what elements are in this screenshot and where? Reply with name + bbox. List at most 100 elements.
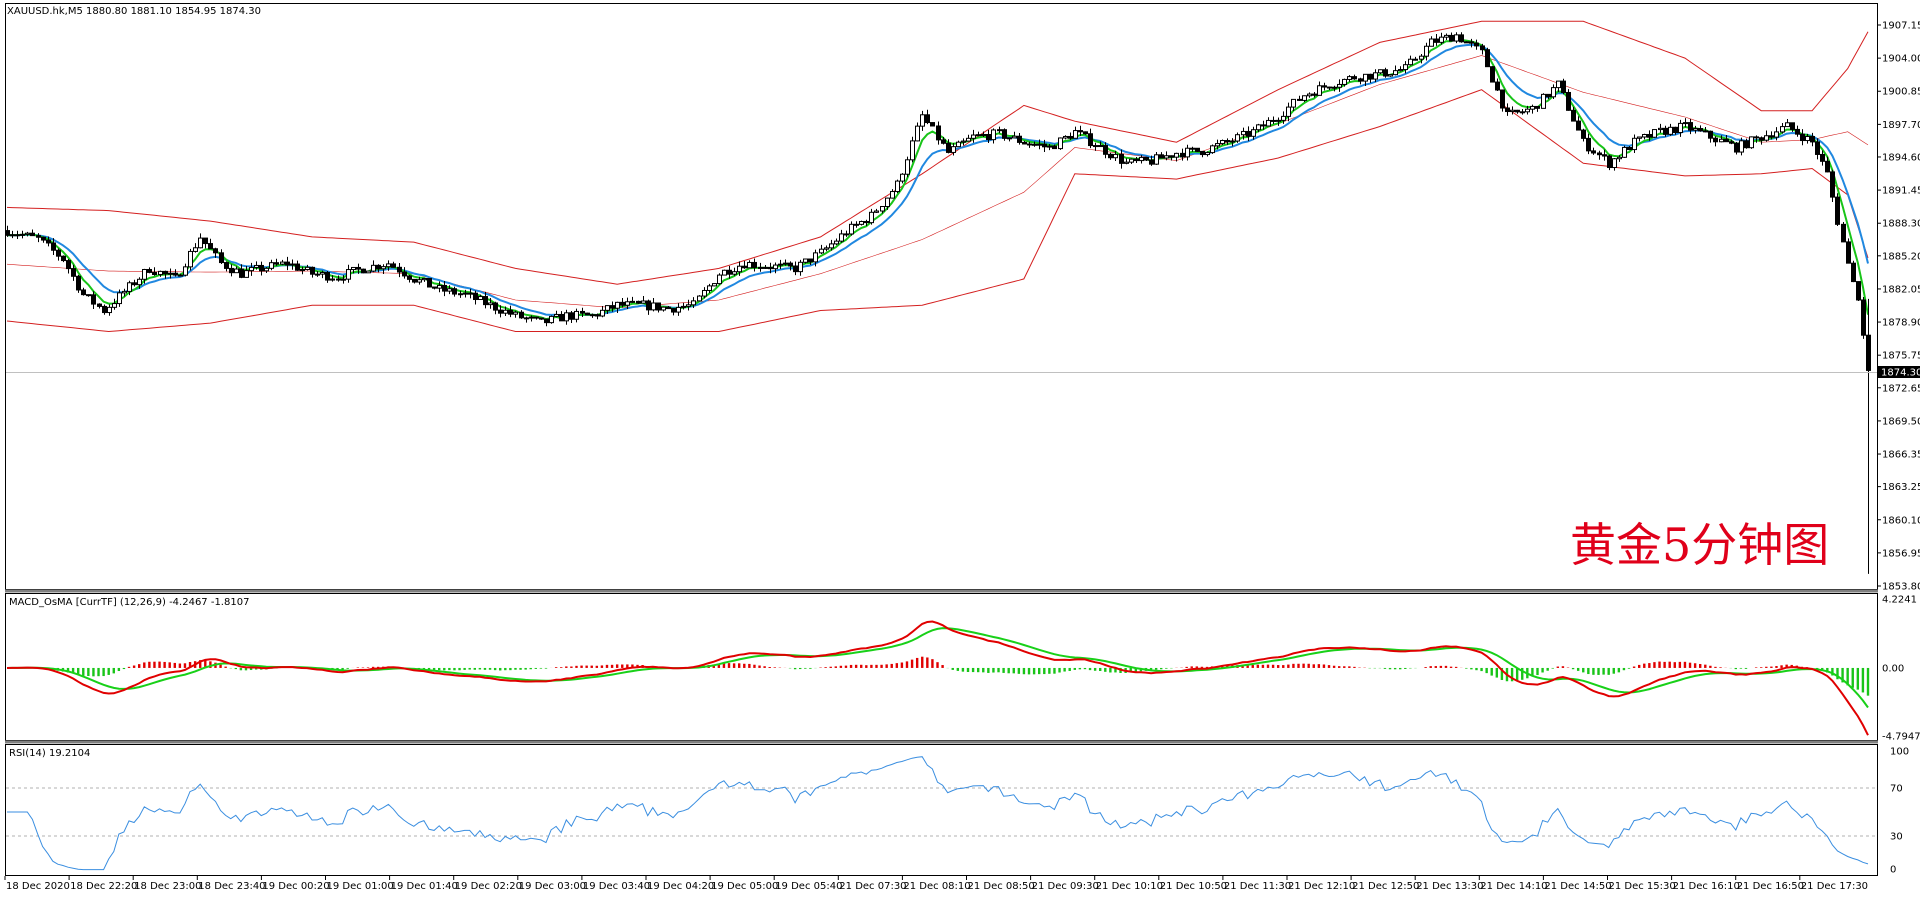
- candle: [961, 138, 966, 146]
- candle: [1093, 142, 1098, 151]
- price-tick-label: 1860.10: [1882, 515, 1920, 526]
- candle: [1668, 123, 1673, 136]
- candle: [1291, 98, 1296, 112]
- candle: [1780, 123, 1785, 134]
- candle: [127, 280, 132, 296]
- candle: [671, 308, 676, 316]
- candle: [763, 265, 768, 270]
- time-tick-label: 19 Dec 03:40: [583, 881, 650, 892]
- current-price-label: 1874.30: [1881, 368, 1920, 379]
- candle: [1307, 92, 1312, 98]
- candle: [1098, 141, 1103, 148]
- candle: [264, 267, 269, 273]
- candle: [493, 301, 498, 315]
- time-tick-label: 21 Dec 17:30: [1801, 881, 1868, 892]
- candle: [1251, 126, 1256, 140]
- candle: [41, 236, 46, 243]
- price-tick-label: 1872.65: [1882, 383, 1920, 394]
- price-tick-label: 1894.60: [1882, 152, 1920, 163]
- candle: [158, 270, 163, 277]
- candle: [437, 281, 442, 293]
- candle: [1373, 69, 1378, 83]
- candle: [1688, 118, 1693, 135]
- candle: [254, 261, 259, 270]
- candle: [25, 231, 30, 237]
- candle: [1693, 125, 1698, 134]
- candle: [325, 270, 330, 283]
- candle: [752, 258, 757, 272]
- candle: [1210, 144, 1215, 154]
- candle: [1551, 84, 1556, 99]
- candle: [1505, 103, 1510, 116]
- candle: [661, 306, 666, 312]
- rsi-tick-label: 0: [1890, 865, 1896, 876]
- bb-middle-line: [6, 55, 1869, 309]
- candle: [564, 309, 569, 325]
- candle: [981, 131, 986, 137]
- candle: [1825, 156, 1830, 173]
- candle: [691, 297, 696, 308]
- candle: [1576, 116, 1581, 131]
- candle: [1124, 158, 1129, 165]
- candle: [895, 179, 900, 194]
- time-tick-label: 21 Dec 14:10: [1480, 881, 1547, 892]
- candle: [1317, 81, 1322, 96]
- candle: [1271, 116, 1276, 124]
- candle: [681, 302, 686, 310]
- macd-title: MACD_OsMA [CurrTF] (12,26,9) -4.2467 -1.…: [9, 597, 249, 608]
- candle: [1200, 150, 1205, 158]
- candle: [1835, 193, 1840, 227]
- bb-lower-line: [6, 89, 1869, 333]
- candle: [1281, 111, 1286, 124]
- candle: [1408, 55, 1413, 66]
- candle: [1037, 139, 1042, 150]
- price-tick-label: 1863.25: [1882, 482, 1920, 493]
- candle: [244, 265, 249, 278]
- candle: [336, 275, 341, 282]
- candle: [341, 275, 346, 284]
- candle: [783, 259, 788, 266]
- candle: [498, 305, 503, 318]
- time-tick-label: 21 Dec 15:30: [1609, 881, 1676, 892]
- candle: [727, 265, 732, 279]
- candle: [1866, 298, 1871, 574]
- price-axis[interactable]: 1907.15 1904.00 1900.85 1897.70 1894.60 1891.…: [1877, 21, 1920, 593]
- candle: [330, 275, 335, 282]
- candle: [732, 267, 737, 276]
- candle: [102, 304, 107, 315]
- candle: [107, 304, 112, 316]
- candle: [1332, 85, 1337, 92]
- candle: [1500, 89, 1505, 112]
- candle: [569, 311, 574, 324]
- candle: [1713, 136, 1718, 147]
- candle: [224, 261, 229, 272]
- candle: [1830, 169, 1835, 203]
- candle: [1744, 138, 1749, 149]
- candle: [1444, 33, 1449, 40]
- macd-signal-line: [6, 627, 1869, 709]
- candle: [1047, 143, 1052, 151]
- candle: [813, 249, 818, 267]
- candle: [1663, 125, 1668, 137]
- candle: [1841, 221, 1846, 243]
- candle: [880, 206, 885, 214]
- candle: [1042, 139, 1047, 152]
- rsi-line: [7, 756, 1869, 871]
- candle: [1530, 104, 1535, 114]
- candle: [1861, 297, 1866, 339]
- candle: [452, 286, 457, 297]
- candle: [1266, 117, 1271, 127]
- macd-axis[interactable]: 4.2241 0.00 -4.7947: [1882, 595, 1920, 743]
- candle: [1327, 86, 1332, 90]
- candle: [946, 139, 951, 154]
- candle: [386, 260, 391, 271]
- candle: [1734, 142, 1739, 155]
- candle: [259, 261, 264, 276]
- macd-tick-label: 4.2241: [1882, 595, 1917, 606]
- candle: [1637, 136, 1642, 142]
- candle: [117, 289, 122, 307]
- rsi-axis[interactable]: 100 70 30 0: [1890, 747, 1909, 876]
- time-tick-label: 21 Dec 12:50: [1352, 881, 1419, 892]
